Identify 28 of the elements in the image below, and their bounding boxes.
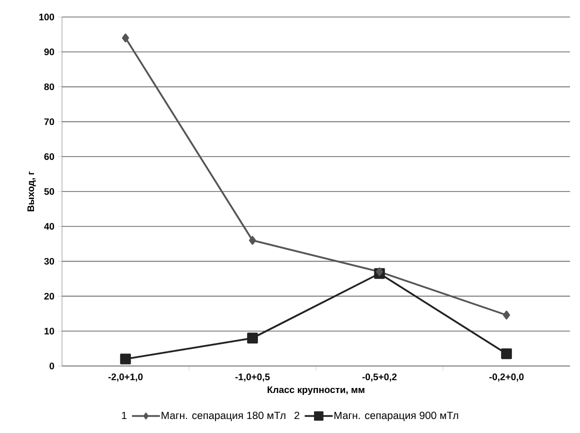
x-axis-title: Класс крупности, мм [268,386,364,395]
y-tick-label: 90 [44,48,54,56]
y-tick-label: 60 [44,153,54,160]
legend-label: Магн. сепарация 900 мТл [334,412,458,422]
y-tick-label: 50 [44,188,54,195]
y-tick-label: 100 [39,14,54,20]
y-tick-label: 80 [44,83,54,90]
point [376,267,384,276]
x-tick-label: -0,5+0,2 [362,374,397,382]
y-tick-label: 20 [44,292,54,300]
point [120,354,131,364]
point [502,310,510,320]
text: 2 [294,412,300,419]
point [247,332,258,344]
text: 1 [122,412,127,419]
legend-label: Магн. сепарация 180 мТл [162,412,286,422]
y-tick-label: 0 [50,362,54,370]
y-tick-label: 30 [44,258,54,265]
x-tick-label: -2,0+1,0 [108,374,143,382]
x-tick-label: -0,2+0,0 [489,374,524,382]
point [122,34,130,42]
x-tick-label: -1,0+0,5 [235,374,270,382]
y-axis-title: Выход, г [27,171,36,212]
point [248,236,256,245]
y-tick-label: 70 [44,118,54,126]
point [501,348,512,360]
y-tick-label: 40 [44,223,54,230]
y-tick-label: 10 [44,328,54,334]
